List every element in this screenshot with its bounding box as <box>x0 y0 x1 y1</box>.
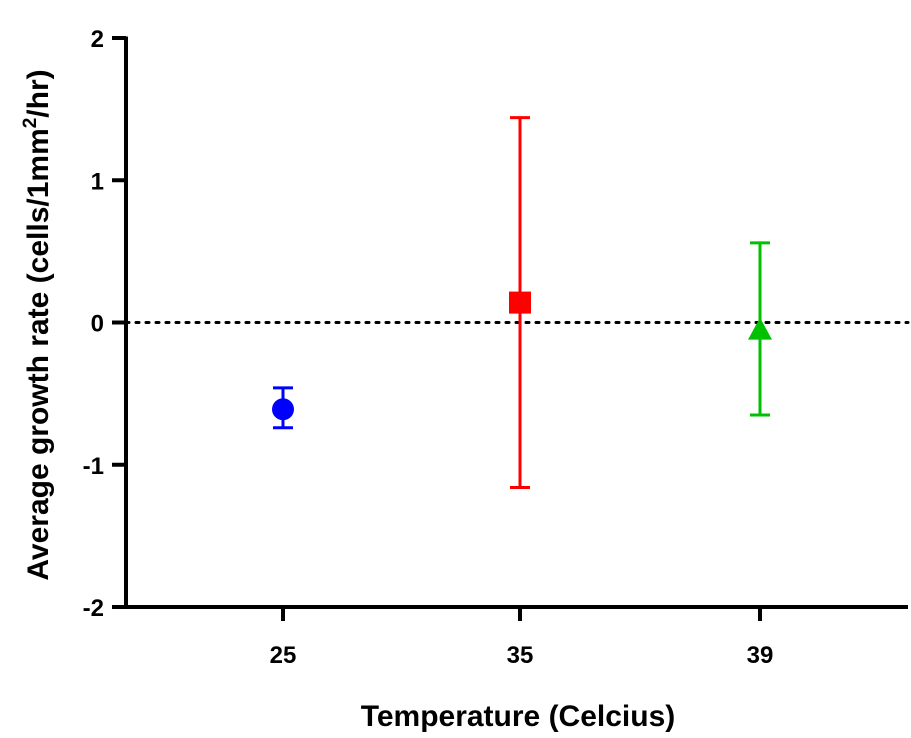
y-tick-label-1: 1 <box>91 168 104 195</box>
x-tick-label-39: 39 <box>747 642 774 669</box>
x-tick-label-35: 35 <box>507 642 534 669</box>
y-tick-label--1: -1 <box>83 453 104 480</box>
data-point-39 <box>748 317 772 340</box>
x-axis-title: Temperature (Celcius) <box>361 700 676 733</box>
data-point-25 <box>272 398 294 421</box>
data-point-35 <box>509 291 531 314</box>
y-tick-label-0: 0 <box>91 311 104 338</box>
y-tick-label-2: 2 <box>91 26 104 53</box>
x-tick-label-25: 25 <box>270 642 297 669</box>
plot-area: 2 1 0 -1 -2 25 35 39 <box>83 26 910 669</box>
y-axis-title-superscript: 2 <box>20 118 41 129</box>
y-axis-title: Average growth rate (cells/1mm2/hr) <box>20 69 55 580</box>
y-tick-label--2: -2 <box>83 595 104 622</box>
